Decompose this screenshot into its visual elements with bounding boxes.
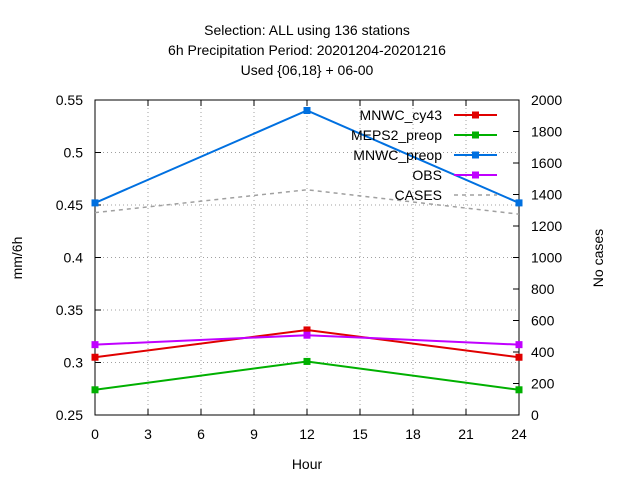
x-tick-label: 9 <box>250 426 258 442</box>
y-tick-label: 0.5 <box>64 145 84 161</box>
x-tick-label: 24 <box>511 426 527 442</box>
y-axis-label: mm/6h <box>9 237 25 280</box>
y-tick-label: 0.55 <box>56 92 83 108</box>
chart-title-line: Used {06,18} + 06-00 <box>241 62 374 78</box>
legend-marker <box>472 131 479 139</box>
data-point <box>91 353 99 361</box>
data-point <box>303 357 311 365</box>
x-tick-label: 15 <box>352 426 368 442</box>
y2-tick-label: 200 <box>531 376 555 392</box>
y-tick-label: 0.45 <box>56 197 83 213</box>
legend-marker <box>472 151 479 159</box>
y2-tick-label: 1200 <box>531 218 562 234</box>
data-point <box>515 386 523 394</box>
legend-label: OBS <box>412 167 442 183</box>
y2-tick-label: 2000 <box>531 92 562 108</box>
legend-label: MEPS2_preop <box>351 127 442 143</box>
y2-tick-label: 1000 <box>531 250 562 266</box>
legend-marker <box>472 111 479 119</box>
y-tick-label: 0.35 <box>56 302 83 318</box>
x-tick-label: 6 <box>197 426 205 442</box>
y2-tick-label: 600 <box>531 313 555 329</box>
legend-label: CASES <box>395 187 442 203</box>
data-point <box>91 386 99 394</box>
x-tick-label: 18 <box>405 426 421 442</box>
y2-tick-label: 400 <box>531 344 555 360</box>
data-point <box>303 326 311 334</box>
data-point <box>91 341 99 349</box>
x-axis-label: Hour <box>292 456 323 472</box>
y-tick-label: 0.25 <box>56 407 83 423</box>
data-point <box>515 353 523 361</box>
data-point <box>515 199 523 207</box>
y2-tick-label: 1600 <box>531 155 562 171</box>
data-point <box>303 107 311 114</box>
series-line <box>94 189 520 215</box>
legend-marker <box>472 171 479 179</box>
legend-label: MNWC_cy43 <box>360 107 443 123</box>
series-line <box>94 360 520 391</box>
data-point <box>91 199 99 207</box>
x-tick-label: 3 <box>144 426 152 442</box>
legend-label: MNWC_preop <box>353 147 442 163</box>
y2-tick-label: 800 <box>531 281 555 297</box>
x-tick-label: 21 <box>458 426 474 442</box>
y-tick-label: 0.3 <box>64 355 84 371</box>
x-tick-label: 12 <box>299 426 315 442</box>
y2-axis-label: No cases <box>590 229 606 287</box>
y2-tick-label: 0 <box>531 407 539 423</box>
x-tick-label: 0 <box>91 426 99 442</box>
data-point <box>515 341 523 349</box>
y2-tick-label: 1400 <box>531 187 562 203</box>
y-tick-label: 0.4 <box>64 250 84 266</box>
chart-title-line: 6h Precipitation Period: 20201204-202012… <box>168 42 446 58</box>
chart-title-line: Selection: ALL using 136 stations <box>204 22 410 38</box>
data-point <box>303 331 311 339</box>
y2-tick-label: 1800 <box>531 124 562 140</box>
